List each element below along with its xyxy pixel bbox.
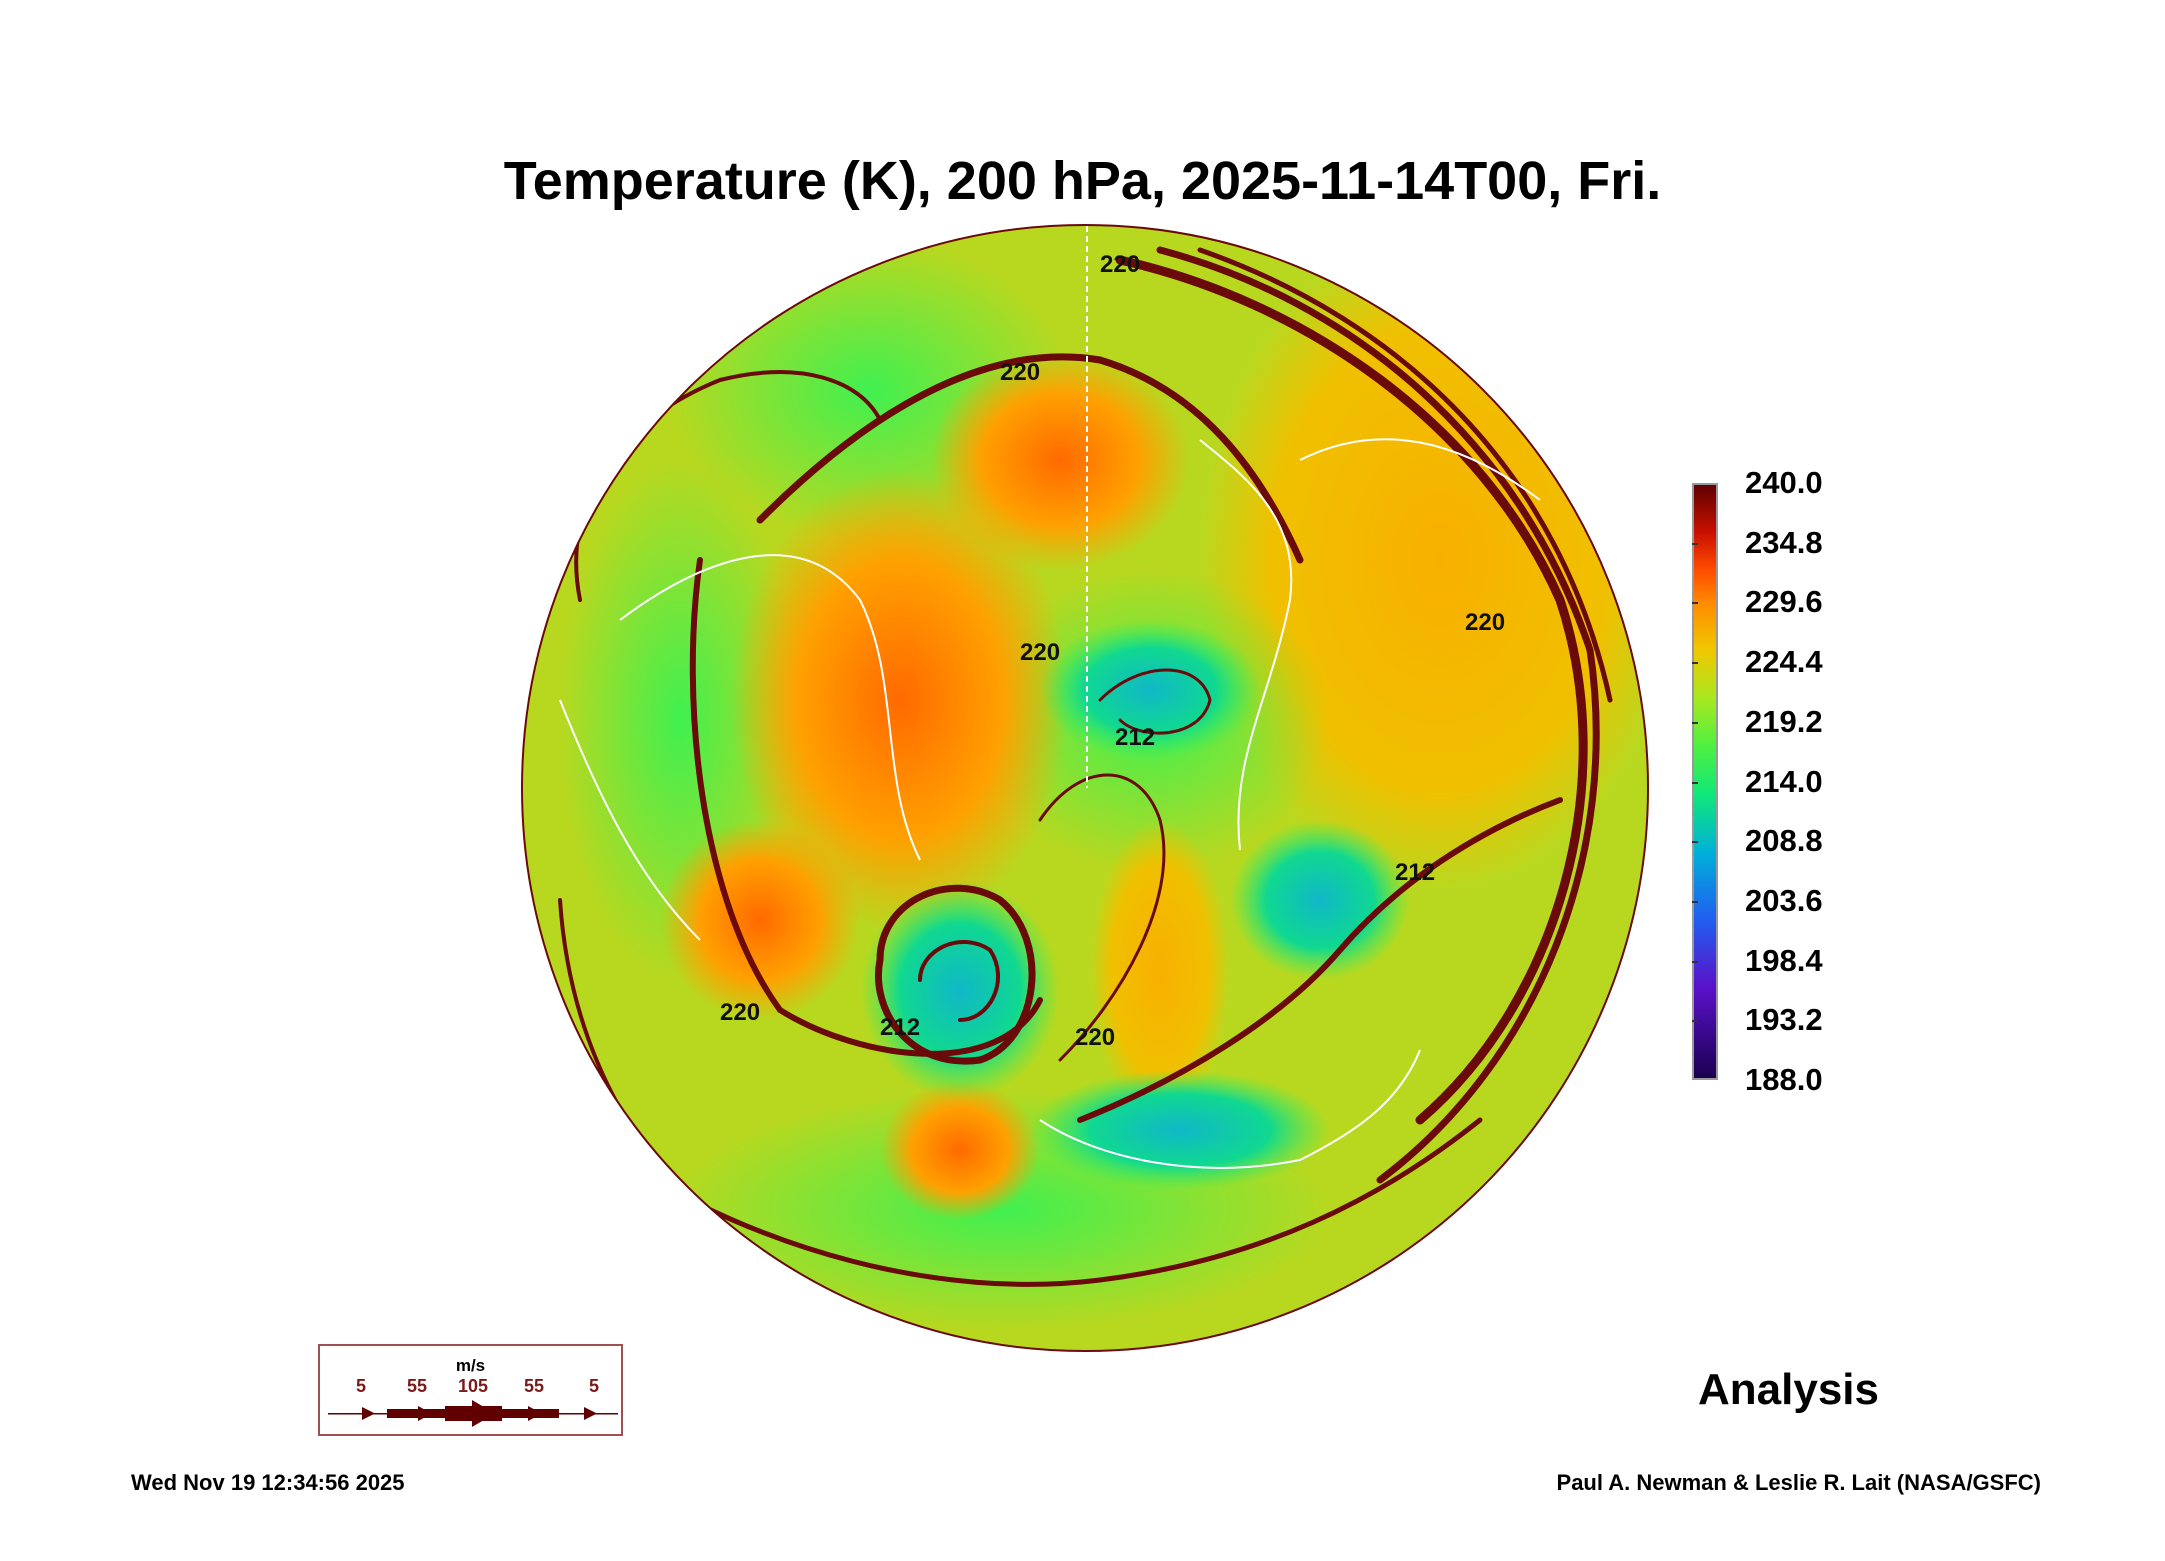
colorbar-tick — [1692, 1020, 1698, 1023]
contour-label: 212 — [1395, 859, 1435, 886]
colorbar-tick-label: 219.2 — [1745, 703, 1823, 739]
colorbar-tick-label: 203.6 — [1745, 882, 1823, 918]
contour-label: 220 — [1465, 609, 1505, 636]
credit: Paul A. Newman & Leslie R. Lait (NASA/GS… — [1556, 1470, 2041, 1495]
contour-label: 220 — [1100, 251, 1140, 278]
colorbar-tick-label: 188.0 — [1745, 1062, 1823, 1097]
analysis-label: Analysis — [1698, 1365, 1879, 1414]
colorbar-tick — [1692, 781, 1698, 784]
wind-value: 5 — [355, 1376, 367, 1396]
contour-label: 220 — [720, 999, 760, 1026]
datestamp: Wed Nov 19 12:34:56 2025 — [131, 1470, 405, 1495]
colorbar-tick — [1692, 900, 1698, 903]
wind-value: 5 — [588, 1376, 600, 1396]
warm-region-mid — [1090, 820, 1230, 1120]
cold-region-center — [1040, 620, 1260, 760]
colorbar-tick — [1692, 542, 1698, 545]
colorbar-tick-label: 214.0 — [1745, 763, 1823, 799]
colorbar-tick-label: 229.6 — [1745, 584, 1823, 620]
colorbar-tick-label: 234.8 — [1745, 524, 1823, 560]
contour-label: 212 — [1115, 724, 1155, 751]
colorbar-tick — [1692, 721, 1698, 724]
streamlines — [558, 246, 1613, 1287]
warm-region-south — [880, 1080, 1040, 1220]
globe-border — [521, 224, 1649, 1352]
wind-speed-legend: m/s 5 55 105 55 5 — [318, 1344, 623, 1436]
wind-value: 105 — [457, 1376, 489, 1396]
colorbar-tick-label: 193.2 — [1745, 1002, 1823, 1038]
colorbar-tick — [1692, 662, 1698, 665]
chart-title: Temperature (K), 200 hPa, 2025-11-14T00,… — [503, 151, 1662, 211]
colorbar-tick — [1692, 960, 1698, 963]
warm-region-southwest — [660, 820, 860, 1020]
coastlines — [559, 438, 1541, 1169]
wind-value: 55 — [523, 1376, 545, 1396]
colorbar-tick — [1692, 841, 1698, 844]
colorbar-tick-label: 240.0 — [1745, 465, 1823, 500]
wind-unit: m/s — [455, 1356, 486, 1375]
colorbar-tick — [1692, 602, 1698, 605]
colorbar-tick-label: 224.4 — [1745, 644, 1823, 680]
wind-arrow-scale — [328, 1400, 618, 1427]
wind-value: 55 — [406, 1376, 428, 1396]
colorbar-tick-label: 198.4 — [1745, 942, 1823, 978]
contour-label: 220 — [1000, 359, 1040, 386]
contour-label: 220 — [1075, 1024, 1115, 1051]
cold-region-east — [1230, 820, 1410, 980]
warm-region-north — [930, 350, 1190, 570]
contour-label: 220 — [1020, 639, 1060, 666]
contour-label: 212 — [880, 1014, 920, 1041]
cold-region-southeast — [1030, 1070, 1330, 1190]
warm-region-center — [730, 470, 1070, 930]
colorbar-tick-label: 208.8 — [1745, 823, 1823, 859]
